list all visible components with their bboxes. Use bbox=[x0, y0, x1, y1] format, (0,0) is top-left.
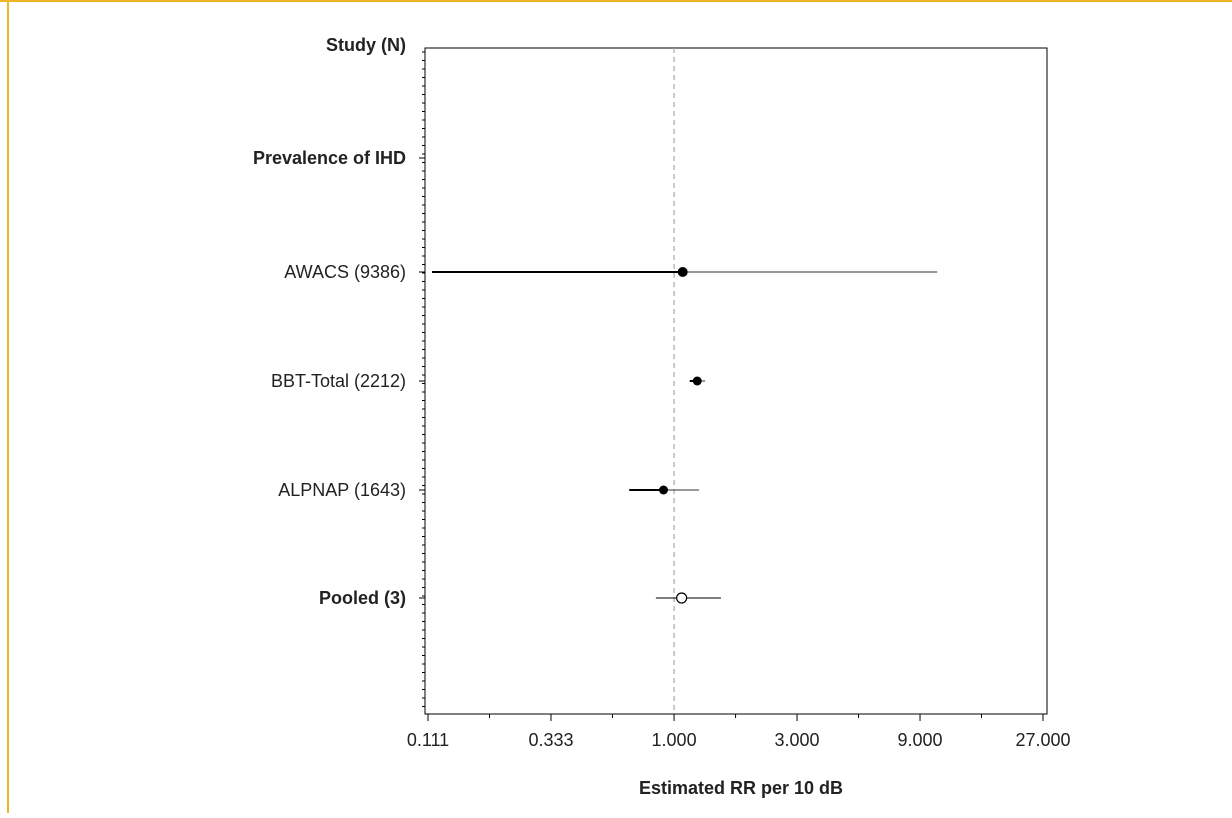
x-tick-label: 9.000 bbox=[897, 730, 942, 750]
point-estimate bbox=[676, 592, 688, 604]
row-label: Prevalence of IHD bbox=[253, 148, 406, 168]
x-tick-label: 0.333 bbox=[528, 730, 573, 750]
forest-row: ALPNAP (1643) bbox=[278, 480, 700, 500]
plot-area bbox=[424, 47, 1048, 715]
forest-row: Pooled (3) bbox=[319, 588, 721, 608]
point-estimate bbox=[677, 267, 688, 277]
forest-row: BBT-Total (2212) bbox=[271, 371, 706, 391]
row-label: Pooled (3) bbox=[319, 588, 406, 608]
row-label: ALPNAP (1643) bbox=[278, 480, 406, 500]
x-tick-label: 3.000 bbox=[775, 730, 820, 750]
x-tick-label: 1.000 bbox=[652, 730, 697, 750]
rows-layer: Prevalence of IHD AWACS (9386) BBT-Total (… bbox=[253, 148, 938, 608]
point-estimate bbox=[692, 376, 702, 386]
x-tick-label: 27.000 bbox=[1015, 730, 1070, 750]
row-label: AWACS (9386) bbox=[284, 262, 406, 282]
y-minor-ticks bbox=[422, 51, 425, 707]
x-tick-label: 0.111 bbox=[407, 730, 449, 750]
row-label: BBT-Total (2212) bbox=[271, 371, 406, 391]
point-estimate bbox=[659, 485, 669, 495]
x-axis-label: Estimated RR per 10 dB bbox=[639, 778, 843, 798]
x-axis: 0.111 0.333 1.000 3.000 9.000 27.000 bbox=[407, 714, 1071, 750]
header-label: Study (N) bbox=[326, 35, 406, 55]
forest-row: AWACS (9386) bbox=[284, 262, 938, 282]
forest-row: Prevalence of IHD bbox=[253, 148, 425, 168]
